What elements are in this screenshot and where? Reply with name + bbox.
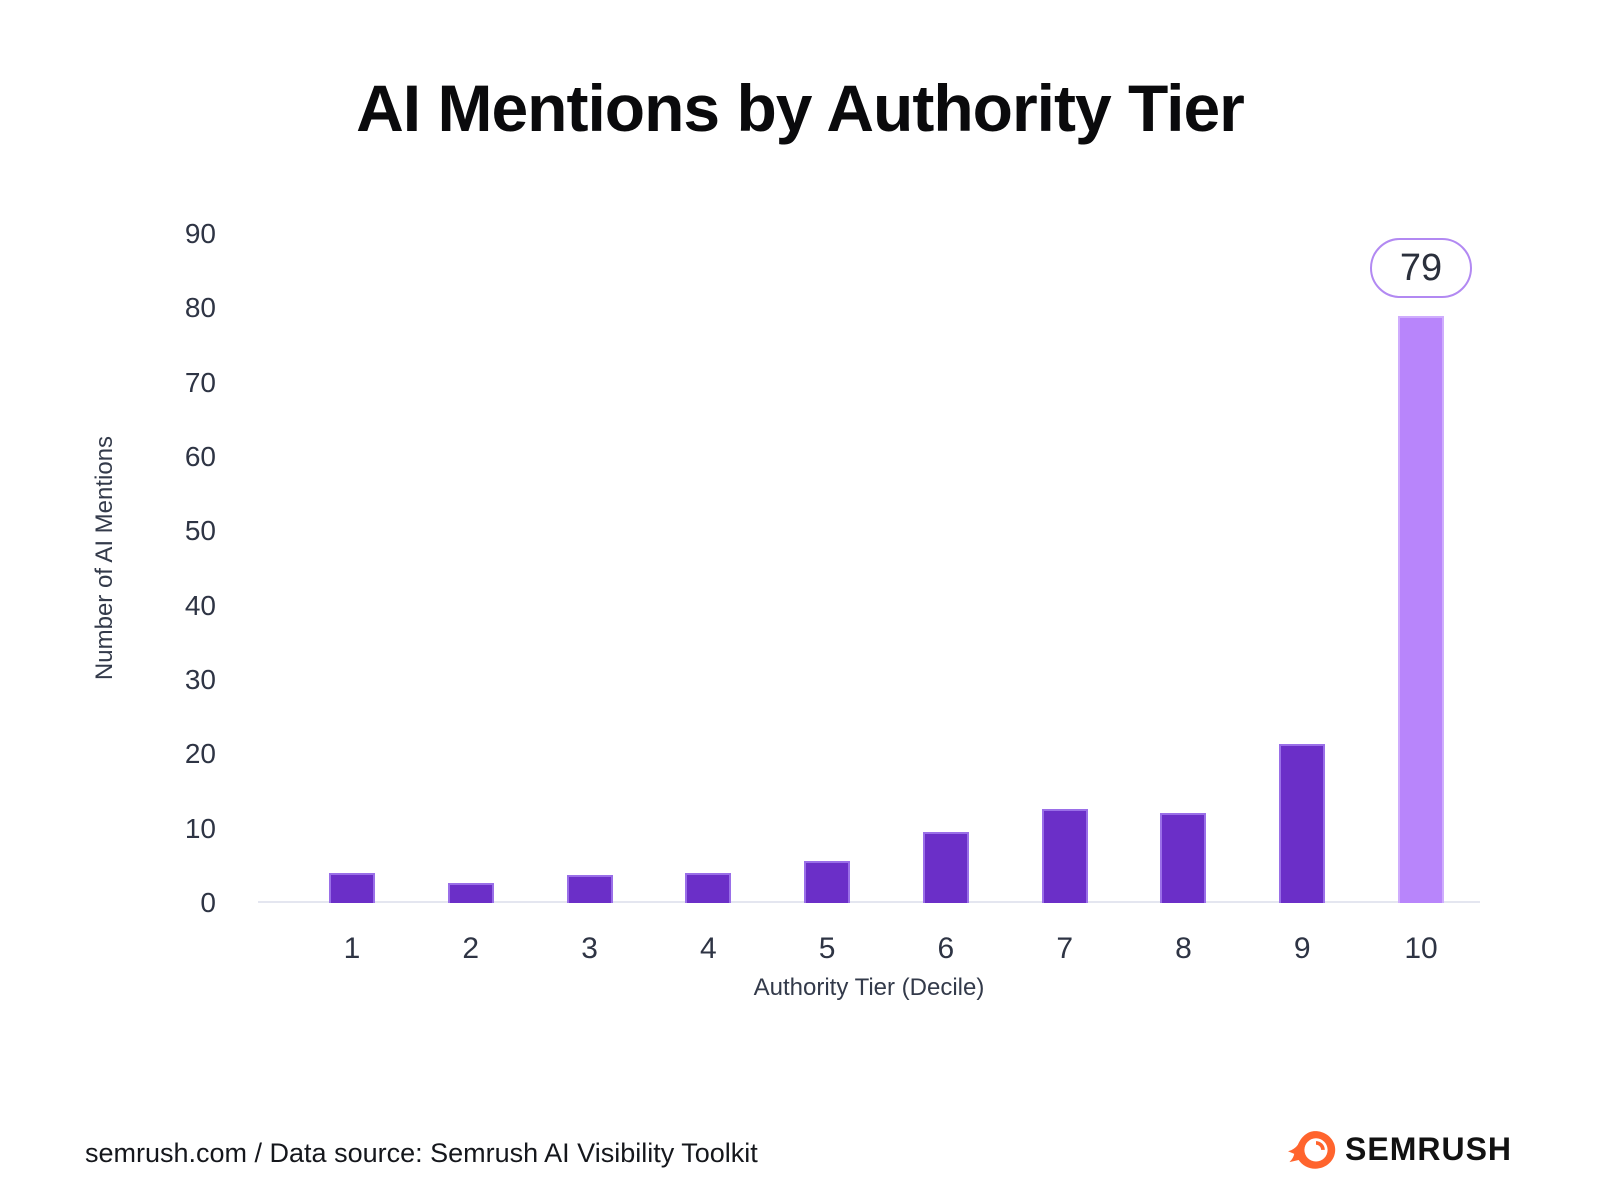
y-tick-label: 30 (184, 664, 216, 695)
y-tick-label: 50 (184, 515, 216, 547)
y-tick-label: 20 (184, 738, 216, 770)
x-axis-title: Authority Tier (Decile) (753, 974, 985, 1001)
y-tick-label: 10 (184, 812, 216, 844)
x-tick-label: 3 (581, 932, 598, 965)
value-annotation-pill: 79 (1370, 238, 1472, 298)
semrush-wordmark: SEMRUSH (1345, 1131, 1513, 1167)
x-tick-label: 4 (699, 932, 717, 965)
x-tick-label: 2 (462, 932, 480, 965)
bar-tier-9 (1279, 743, 1326, 903)
bar-tier-1 (329, 872, 375, 903)
bar-tier-8 (1160, 813, 1207, 903)
x-tick-label: 7 (1056, 932, 1073, 965)
y-tick-label: 60 (184, 441, 216, 472)
x-tick-label: 10 (1404, 932, 1438, 965)
semrush-logo: SEMRUSH (1288, 1130, 1512, 1169)
x-tick-label: 6 (937, 932, 955, 965)
bar-tier-7 (1041, 808, 1088, 903)
y-tick-label: 40 (184, 589, 216, 621)
y-tick-label: 80 (184, 292, 216, 324)
x-tick-label: 9 (1293, 932, 1311, 965)
y-axis-title: Number of AI Mentions (91, 435, 118, 681)
x-axis-line (258, 901, 1480, 903)
bar-tier-10 (1398, 315, 1444, 903)
bar-tier-3 (566, 875, 613, 903)
source-attribution: semrush.com / Data source: Semrush AI Vi… (85, 1138, 758, 1168)
bar-tier-4 (685, 873, 732, 903)
x-tick-label: 5 (818, 932, 836, 965)
y-tick-label: 0 (200, 887, 216, 918)
bar-tier-2 (447, 882, 494, 903)
y-tick-label: 70 (184, 366, 216, 398)
bar-tier-5 (804, 861, 851, 903)
x-tick-label: 8 (1175, 932, 1192, 965)
y-tick-label: 90 (184, 218, 216, 249)
bar-tier-6 (922, 832, 969, 903)
value-annotation-label: 79 (1399, 246, 1443, 289)
x-tick-label: 1 (343, 932, 361, 965)
semrush-flame-icon (1288, 1131, 1336, 1169)
chart-title: AI Mentions by Authority Tier (356, 71, 1245, 145)
